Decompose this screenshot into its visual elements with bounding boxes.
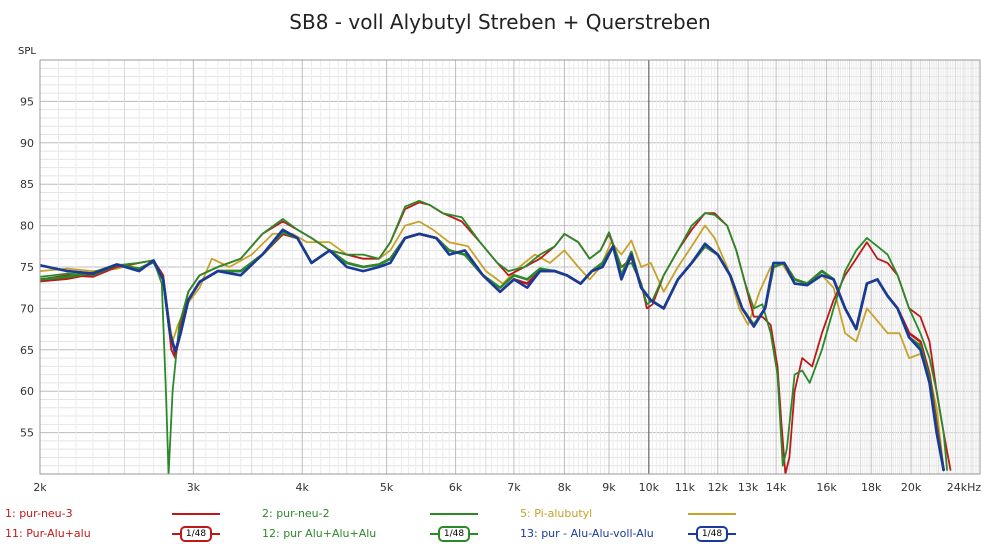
series-line-3	[40, 220, 945, 471]
legend-marker: 1/48	[430, 526, 478, 542]
legend-smoothing-badge: 1/48	[180, 526, 212, 542]
legend-label: 1: pur-neu-3	[5, 507, 73, 520]
x-tick-label: 16k	[816, 481, 837, 494]
x-tick-label: 13k	[738, 481, 759, 494]
y-tick-label: 90	[20, 137, 34, 150]
x-tick-label: 12k	[708, 481, 729, 494]
x-tick-label: 6k	[449, 481, 463, 494]
y-tick-label: 55	[20, 427, 34, 440]
y-tick-label: 95	[20, 95, 34, 108]
frequency-response-chart: SB8 - voll Alybutyl Streben + Querstrebe…	[18, 10, 981, 494]
series-line-2	[40, 199, 948, 474]
x-tick-label: 5k	[380, 481, 394, 494]
legend-marker	[688, 513, 736, 515]
x-tick-label: 2k	[33, 481, 47, 494]
y-tick-label: 60	[20, 385, 34, 398]
x-tick-label: 10k	[639, 481, 660, 494]
legend-label: 5: Pi-alubutyl	[520, 507, 593, 520]
plot-border	[39, 59, 981, 475]
legend-marker: 1/48	[688, 526, 736, 542]
legend-label: 12: pur Alu+Alu+Alu	[262, 527, 377, 540]
legend-smoothing-badge: 1/48	[696, 526, 728, 542]
y-tick-label: 85	[20, 178, 34, 191]
legend-marker: 1/48	[172, 526, 220, 542]
chart-title: SB8 - voll Alybutyl Streben + Querstrebe…	[289, 10, 710, 34]
x-tick-label: 9k	[602, 481, 616, 494]
series-lines	[40, 199, 952, 474]
x-tick-label: 20k	[901, 481, 922, 494]
x-tick-label: 18k	[861, 481, 882, 494]
y-tick-label: 75	[20, 261, 34, 274]
x-tick-label: 7k	[507, 481, 521, 494]
y-tick-label: 80	[20, 220, 34, 233]
series-line-6	[40, 228, 945, 472]
x-tick-label: 11k	[675, 481, 696, 494]
legend-label: 11: Pur-Alu+alu	[5, 527, 91, 540]
legend-smoothing-badge: 1/48	[438, 526, 470, 542]
x-tick-label: 4k	[296, 481, 310, 494]
x-tick-label: 3k	[187, 481, 201, 494]
y-tick-label: 65	[20, 344, 34, 357]
y-tick-label: 70	[20, 302, 34, 315]
legend-marker	[172, 513, 220, 515]
legend-marker	[430, 513, 478, 515]
grid	[39, 59, 981, 475]
axis-tick-labels: 55 60 65 70 75 80 85 90 95 2k 3k 4k 5k 6k 7k 8k 9k 10k 11k…	[20, 95, 981, 494]
x-tick-label: 24kHz	[947, 481, 982, 494]
x-tick-label: 14k	[766, 481, 787, 494]
x-tick-label: 8k	[558, 481, 572, 494]
series-line-1	[40, 201, 952, 474]
legend-label: 2: pur-neu-2	[262, 507, 330, 520]
y-axis-label: SPL	[18, 46, 36, 57]
legend-label: 13: pur - Alu-Alu-voll-Alu	[520, 527, 654, 540]
